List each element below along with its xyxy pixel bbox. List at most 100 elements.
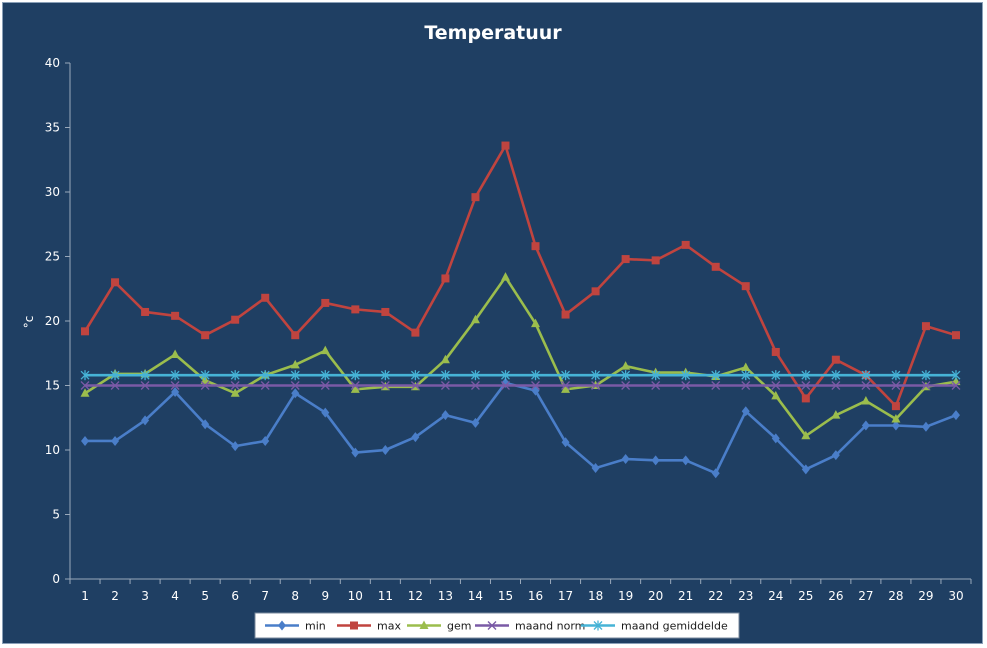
data-point-maand-norm [741, 381, 751, 390]
data-point-maand-gemiddelde [410, 370, 420, 381]
data-point-maand-gemiddelde [651, 370, 661, 381]
data-point-gem [771, 390, 781, 400]
data-point-gem [741, 362, 751, 371]
x-tick-label: 29 [918, 589, 933, 603]
data-point-maand-gemiddelde [440, 370, 450, 381]
data-point-max [921, 322, 930, 331]
data-point-maand-gemiddelde [200, 370, 210, 381]
data-point-maand-norm [320, 381, 330, 390]
data-point-maand-gemiddelde [350, 370, 360, 381]
data-point-min [891, 420, 900, 431]
data-point-maand-norm [561, 381, 571, 390]
data-point-max [561, 310, 570, 319]
data-point-max [711, 262, 720, 271]
data-point-min [801, 464, 810, 475]
x-tick-label: 10 [348, 589, 363, 603]
data-point-max [681, 240, 690, 249]
data-point-max [201, 331, 210, 340]
x-tick-label: 6 [231, 589, 239, 603]
data-point-min [771, 433, 780, 444]
data-point-max [441, 274, 450, 283]
legend-marker-maand-norm [487, 621, 497, 630]
series-min [81, 377, 960, 479]
data-point-maand-norm [170, 381, 180, 390]
data-point-max [321, 298, 330, 307]
data-point-maand-gemiddelde [501, 370, 510, 381]
x-tick-label: 2 [111, 589, 119, 603]
data-point-maand-gemiddelde [621, 370, 631, 381]
legend-item-gem: gem [407, 620, 471, 633]
data-point-min [651, 455, 660, 466]
x-tick-label: 8 [291, 589, 299, 603]
data-point-max [621, 255, 630, 264]
data-point-max [111, 278, 120, 287]
data-point-min [321, 407, 330, 418]
legend-label-maand-gemiddelde: maand gemiddelde [621, 620, 728, 633]
x-tick-label: 11 [378, 589, 393, 603]
data-point-maand-gemiddelde [801, 370, 811, 381]
x-tick-label: 13 [438, 589, 453, 603]
data-point-gem [350, 384, 360, 393]
data-point-maand-norm [891, 381, 901, 390]
x-tick-label: 22 [708, 589, 723, 603]
data-point-min [411, 432, 420, 443]
data-point-maand-norm [801, 381, 811, 390]
data-point-maand-norm [531, 381, 540, 390]
data-point-max [261, 293, 270, 302]
data-point-maand-norm [260, 381, 270, 390]
legend-item-max: max [337, 620, 401, 633]
x-tick-label: 4 [171, 589, 179, 603]
data-point-min [621, 454, 630, 465]
data-point-maand-gemiddelde [140, 370, 150, 381]
legend: min max gem maand norm maand gemiddelde [254, 612, 740, 639]
data-point-maand-norm [470, 381, 480, 390]
y-axis-label: °c [22, 316, 36, 329]
data-point-maand-gemiddelde [470, 370, 480, 381]
x-tick-label: 15 [498, 589, 513, 603]
legend-marker-gem [419, 620, 429, 629]
data-point-maand-norm [861, 381, 871, 390]
legend-label-max: max [377, 620, 401, 633]
data-point-max [81, 327, 90, 336]
data-point-gem [80, 388, 90, 397]
data-point-max [501, 141, 510, 150]
series-maand-norm [80, 381, 961, 390]
data-point-maand-gemiddelde [290, 370, 300, 381]
y-tick-label: 35 [45, 121, 60, 135]
y-tick-label: 40 [45, 56, 60, 70]
data-point-gem [170, 349, 180, 359]
data-point-maand-gemiddelde [110, 370, 120, 381]
data-point-min [231, 441, 240, 452]
x-tick-label: 20 [648, 589, 663, 603]
data-point-maand-gemiddelde [951, 370, 961, 381]
data-point-max [291, 331, 300, 340]
data-point-maand-gemiddelde [531, 370, 540, 381]
data-point-max [801, 394, 810, 403]
data-point-min [591, 463, 600, 474]
data-point-maand-norm [501, 381, 510, 390]
data-point-maand-norm [290, 381, 300, 390]
series-line-min [85, 381, 957, 475]
x-tick-label: 23 [738, 589, 753, 603]
y-tick-label: 10 [45, 443, 60, 457]
data-point-max [591, 287, 600, 296]
data-point-maand-gemiddelde [921, 370, 931, 381]
data-point-min [201, 419, 210, 430]
y-tick-label: 25 [45, 250, 60, 264]
data-point-maand-gemiddelde [891, 370, 901, 381]
data-point-maand-norm [140, 381, 150, 390]
series-maand-gemiddelde [80, 370, 961, 381]
data-point-max [171, 311, 180, 320]
legend-label-gem: gem [447, 620, 471, 633]
x-tick-label: 3 [141, 589, 149, 603]
legend-label-min: min [305, 620, 326, 633]
y-tick-label: 30 [45, 185, 60, 199]
data-point-min [921, 421, 930, 432]
data-point-maand-gemiddelde [741, 370, 751, 381]
data-point-maand-norm [711, 381, 721, 390]
legend-marker-max [350, 621, 358, 630]
data-point-min [81, 435, 90, 446]
x-tick-label: 26 [828, 589, 843, 603]
